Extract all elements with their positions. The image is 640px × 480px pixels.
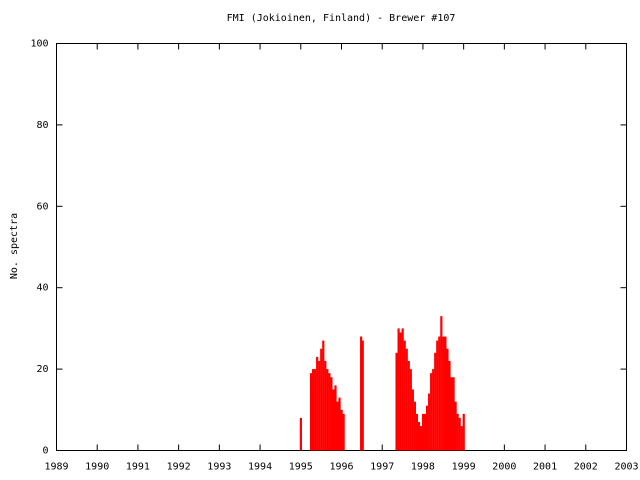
bar <box>421 413 425 451</box>
bar <box>419 426 423 451</box>
bar <box>436 340 439 451</box>
x-tick-label: 2000 <box>492 462 516 473</box>
x-tick-label: 2001 <box>533 462 557 473</box>
bar <box>413 401 416 451</box>
bar <box>360 336 363 451</box>
y-tick-label: 60 <box>36 201 48 212</box>
bar <box>397 328 400 451</box>
bar <box>462 413 465 451</box>
bar <box>322 340 325 451</box>
x-tick-label: 1999 <box>452 462 476 473</box>
bar <box>334 385 337 451</box>
y-tick-label: 20 <box>36 364 48 375</box>
bar <box>340 409 343 451</box>
bar <box>423 413 427 451</box>
bar <box>336 401 339 451</box>
bar <box>326 369 329 451</box>
bar <box>454 401 457 451</box>
bar <box>330 377 333 451</box>
y-tick-label: 0 <box>42 446 48 457</box>
bar <box>316 356 319 451</box>
bar <box>438 336 441 451</box>
bar <box>458 417 461 451</box>
bar <box>456 413 459 451</box>
x-tick-label: 1989 <box>44 462 68 473</box>
x-tick-label: 2002 <box>574 462 598 473</box>
plot-frame <box>56 43 627 451</box>
bar <box>442 336 445 451</box>
bar <box>309 373 313 451</box>
bar <box>415 413 419 451</box>
bar <box>318 360 321 451</box>
x-tick-label: 1997 <box>370 462 394 473</box>
bar <box>434 352 437 451</box>
y-tick-label: 100 <box>30 39 48 50</box>
bar <box>460 426 463 451</box>
bar <box>417 422 421 451</box>
x-tick-label: 1991 <box>126 462 150 473</box>
bar <box>361 340 364 451</box>
x-tick-label: 1996 <box>329 462 353 473</box>
bar <box>409 369 412 451</box>
bar <box>450 377 453 451</box>
bar <box>444 336 447 451</box>
x-tick-label: 1992 <box>167 462 191 473</box>
bar <box>428 393 431 451</box>
y-tick-label: 80 <box>36 120 48 131</box>
bar <box>446 348 449 451</box>
bar <box>411 389 414 451</box>
bar <box>332 389 335 451</box>
bar <box>452 377 455 451</box>
x-tick-label: 1995 <box>289 462 313 473</box>
x-tick-label: 2003 <box>614 462 638 473</box>
bar <box>299 417 302 451</box>
bar <box>342 413 345 451</box>
bar <box>430 373 433 451</box>
bar <box>320 348 323 451</box>
bar <box>426 405 429 451</box>
bar <box>324 360 327 451</box>
y-axis-label: No. spectra <box>9 213 20 279</box>
y-tick-label: 40 <box>36 283 48 294</box>
x-tick-label: 1990 <box>85 462 109 473</box>
x-tick-label: 1993 <box>207 462 231 473</box>
bar <box>407 360 410 451</box>
bar <box>448 360 451 451</box>
chart-title: FMI (Jokioinen, Finland) - Brewer #107 <box>227 13 456 24</box>
bar <box>405 348 408 451</box>
bar <box>312 369 315 451</box>
x-tick-label: 1998 <box>411 462 435 473</box>
bar <box>432 369 435 451</box>
bar <box>399 332 402 451</box>
bar <box>328 373 331 451</box>
bar <box>314 369 317 451</box>
bar <box>403 340 406 451</box>
bar <box>401 328 404 451</box>
bar <box>440 316 443 451</box>
bar <box>395 352 398 451</box>
bar <box>338 397 341 451</box>
x-tick-label: 1994 <box>248 462 272 473</box>
